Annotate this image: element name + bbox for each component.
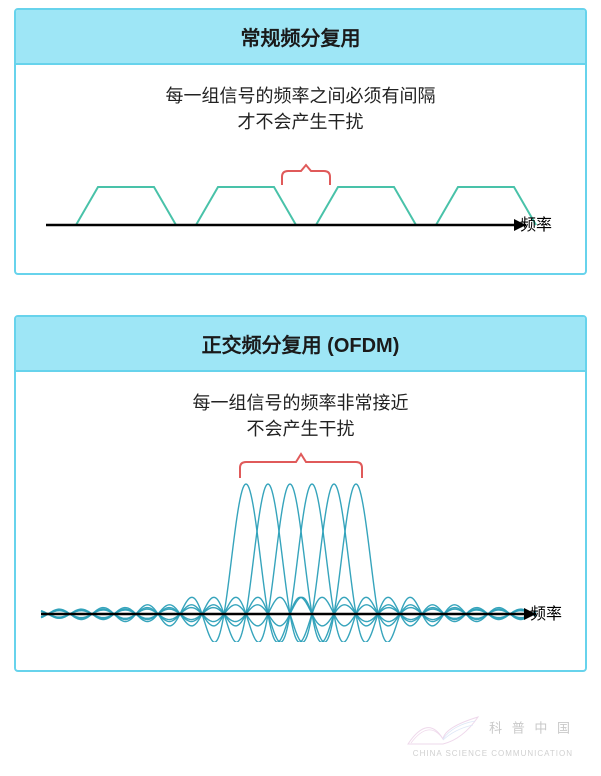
svg-text:频率: 频率 bbox=[520, 216, 552, 234]
svg-text:频率: 频率 bbox=[530, 605, 562, 623]
panel-fdm-title: 常规频分复用 bbox=[16, 10, 585, 65]
panel-ofdm-desc-line1: 每一组信号的频率非常接近 bbox=[193, 393, 409, 413]
panel-ofdm: 正交频分复用 (OFDM) 每一组信号的频率非常接近 不会产生干扰 频率 bbox=[14, 315, 587, 672]
panel-fdm-desc-line1: 每一组信号的频率之间必须有间隔 bbox=[166, 86, 436, 106]
panel-ofdm-body: 每一组信号的频率非常接近 不会产生干扰 频率 bbox=[16, 372, 585, 670]
panel-fdm-body: 每一组信号的频率之间必须有间隔 才不会产生干扰 频率 bbox=[16, 65, 585, 273]
panel-ofdm-desc-line2: 不会产生干扰 bbox=[247, 419, 355, 439]
logo-wing-icon bbox=[403, 709, 483, 749]
panel-fdm-desc-line2: 才不会产生干扰 bbox=[238, 112, 364, 132]
fdm-diagram: 频率 bbox=[36, 135, 556, 245]
panel-fdm: 常规频分复用 每一组信号的频率之间必须有间隔 才不会产生干扰 频率 bbox=[14, 8, 587, 275]
ofdm-diagram: 频率 bbox=[36, 442, 566, 642]
source-logo: 科 普 中 国 CHINA SCIENCE COMMUNICATION bbox=[403, 709, 573, 758]
panel-ofdm-desc: 每一组信号的频率非常接近 不会产生干扰 bbox=[36, 390, 565, 442]
panel-ofdm-title: 正交频分复用 (OFDM) bbox=[16, 317, 585, 372]
logo-text-cn: 科 普 中 国 bbox=[489, 720, 573, 735]
panel-fdm-desc: 每一组信号的频率之间必须有间隔 才不会产生干扰 bbox=[36, 83, 565, 135]
logo-text-en: CHINA SCIENCE COMMUNICATION bbox=[403, 749, 573, 758]
